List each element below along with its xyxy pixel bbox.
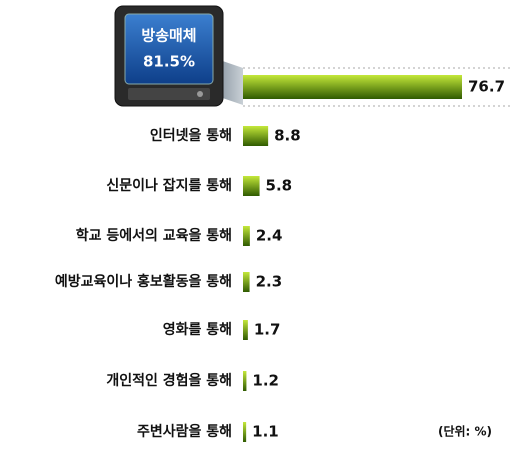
bar [243,126,268,146]
category-label: 개인적인 경험을 통해 [106,372,232,389]
bar [243,75,462,99]
value-label: 2.3 [256,273,283,291]
value-label: 2.4 [256,227,283,245]
category-label: 학교 등에서의 교육을 통해 [76,227,232,244]
chart: 방송매체 81.5% (단위: %) 76.7 인터넷을 통해 8.8 신문이나 잡지… [0,0,529,450]
value-label: 1.7 [254,321,281,339]
value-label: 1.1 [252,423,279,441]
category-label: 예방교육이나 홍보활동을 통해 [55,273,232,290]
category-label: 신문이나 잡지를 통해 [106,177,232,194]
unit-note: (단위: %) [438,424,492,439]
category-label: 영화를 통해 [163,321,232,338]
bar [243,371,246,391]
bar [243,272,250,292]
value-label: 76.7 [468,78,505,96]
bar [243,176,260,196]
value-label: 8.8 [274,127,301,145]
annotation: 81.5% [143,53,195,71]
value-label: 1.2 [252,372,279,390]
category-label: 주변사람을 통해 [137,424,232,440]
category-label: 인터넷을 통해 [150,127,232,144]
bar [243,320,248,340]
bar [243,226,250,246]
tv-label: 방송매체 [141,27,196,45]
value-label: 5.8 [266,177,293,195]
bar [243,422,246,442]
